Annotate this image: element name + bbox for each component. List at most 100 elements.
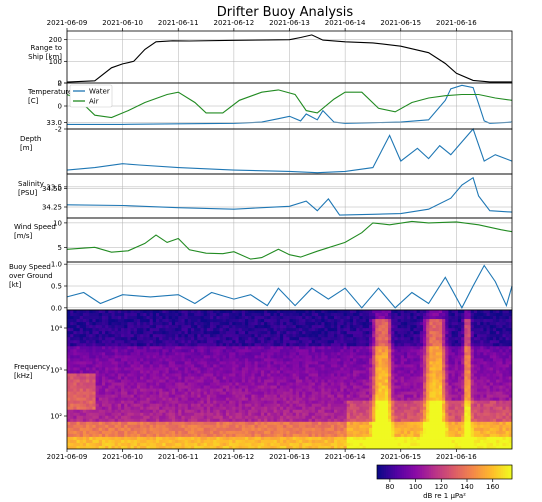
spectrogram-cell: [206, 340, 211, 344]
spectrogram-cell: [73, 445, 77, 449]
spectrogram-cell: [260, 337, 265, 341]
spectrogram-cell: [197, 313, 201, 317]
spectrogram-cell: [245, 370, 249, 374]
spectrogram-cell: [368, 340, 373, 344]
spectrogram-cell: [314, 385, 319, 389]
spectrogram-cell: [232, 334, 236, 338]
spectrogram-cell: [356, 349, 360, 353]
spectrogram-cell: [117, 364, 122, 368]
spectrogram-cell: [136, 325, 141, 329]
spectrogram-cell: [314, 424, 319, 429]
spectrogram-cell: [372, 310, 376, 314]
spectrogram-cell: [108, 379, 112, 383]
spectrogram-cell: [121, 379, 125, 383]
spectrogram-cell: [314, 376, 319, 380]
spectrogram-cell: [299, 400, 303, 405]
spectrogram-cell: [286, 364, 290, 368]
spectrogram-cell: [248, 406, 252, 411]
spectrogram-cell: [330, 343, 335, 347]
spectrogram-cell: [136, 343, 141, 347]
spectrogram-cell: [171, 355, 176, 359]
spectrogram-cell: [168, 424, 173, 429]
spectrogram-cell: [200, 310, 205, 314]
spectrogram-cell: [216, 364, 220, 368]
spectrogram-cell: [359, 355, 364, 359]
spectrogram-cell: [76, 403, 81, 408]
spectrogram-cell: [248, 400, 252, 405]
spectrogram-cell: [330, 421, 335, 426]
spectrogram-cell: [197, 343, 201, 347]
spectrogram-cell: [321, 421, 325, 426]
spectrogram-cell: [264, 310, 268, 314]
spectrogram-cell: [124, 442, 128, 447]
spectrogram-cell: [340, 346, 344, 350]
spectrogram-cell: [190, 391, 195, 396]
spectrogram-cell: [111, 373, 116, 377]
spectrogram-cell: [178, 439, 182, 444]
spectrogram-cell: [210, 376, 214, 380]
spectrogram-cell: [229, 385, 233, 389]
spectrogram-cell: [146, 394, 151, 399]
spectrogram-cell: [334, 412, 338, 417]
spectrogram-cell: [111, 409, 116, 414]
spectrogram-cell: [194, 355, 198, 359]
spectrogram-cell: [111, 382, 116, 386]
spectrogram-cell: [219, 370, 224, 374]
spectrogram-cell: [295, 316, 300, 320]
spectrogram-cell: [206, 343, 211, 347]
spectrogram-cell: [206, 442, 211, 447]
depth-ytick-label: 33.5: [46, 183, 62, 191]
spectrogram-cell: [111, 352, 116, 356]
spectrogram-cell: [190, 406, 195, 411]
spectrogram-cell: [146, 421, 151, 426]
spectrogram-cell: [314, 361, 319, 365]
spectrogram-cell: [311, 403, 316, 408]
spectrogram-cell: [286, 352, 290, 356]
spectrogram-cell: [279, 436, 284, 441]
spectrogram-cell: [175, 424, 179, 429]
spectrogram-cell: [203, 418, 208, 423]
spectrogram-cell: [381, 445, 386, 449]
spectrogram-cell: [356, 403, 360, 408]
spectrogram-cell: [270, 319, 275, 323]
spectrogram-cell: [324, 325, 329, 329]
spectrogram-cell: [156, 391, 160, 396]
spectrogram-cell: [283, 421, 287, 426]
spectrogram-cell: [124, 331, 128, 335]
spectrogram-cell: [184, 385, 189, 389]
spectrogram-cell: [222, 397, 227, 402]
spectrogram-cell: [273, 319, 278, 323]
spectrogram-cell: [359, 427, 364, 432]
spectrogram-cell: [184, 310, 189, 314]
spectrogram-cell: [368, 325, 373, 329]
spectrogram-cell: [356, 436, 360, 441]
spectrogram-cell: [394, 433, 398, 438]
spectrogram-cell: [292, 373, 297, 377]
spectrogram-cell: [146, 316, 151, 320]
spectrogram-cell: [89, 403, 93, 408]
spectrogram-cell: [165, 385, 170, 389]
spectrogram-cell: [114, 316, 119, 320]
spectrogram-cell: [143, 406, 147, 411]
spectrogram-cell: [206, 373, 211, 377]
spectrogram-cell: [248, 439, 252, 444]
spectrogram-cell: [235, 355, 240, 359]
spectrogram-cell: [353, 397, 357, 402]
spectrogram-cell: [210, 442, 214, 447]
spectrogram-cell: [318, 412, 322, 417]
spectrogram-cell: [394, 427, 398, 432]
spectrogram-cell: [388, 319, 392, 323]
spectrogram-cell: [95, 379, 100, 383]
spectrogram-cell: [203, 427, 208, 432]
spectrogram-cell: [232, 382, 236, 386]
spectrogram-cell: [356, 325, 360, 329]
spectrogram-cell: [295, 403, 300, 408]
spectrogram-cell: [121, 334, 125, 338]
spectrogram-cell: [241, 349, 246, 353]
spectrogram-cell: [222, 445, 227, 449]
spectrogram-cell: [279, 403, 284, 408]
spectrogram-cell: [381, 403, 386, 408]
spectrogram-cell: [302, 391, 306, 396]
spectrogram-cell: [92, 436, 97, 441]
